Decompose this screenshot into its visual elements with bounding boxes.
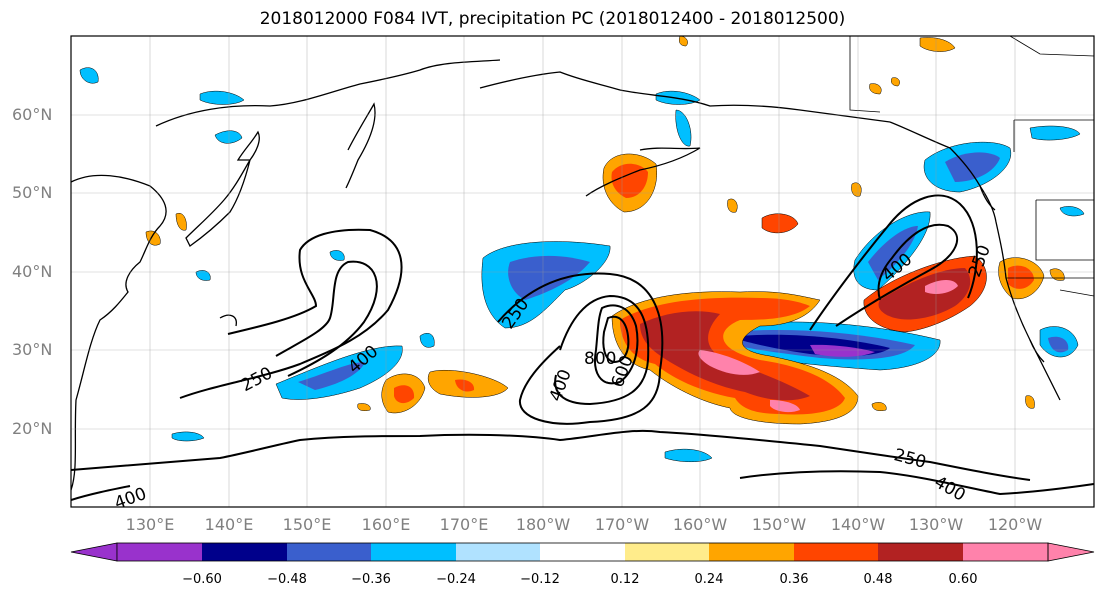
contour-east-250 <box>809 194 978 331</box>
lon-label: 120°W <box>987 515 1043 534</box>
colorbar-swatch <box>456 543 540 561</box>
colorbar <box>70 542 1095 562</box>
contour-central-800 <box>602 315 630 364</box>
lon-label: 180°W <box>515 515 571 534</box>
lat-label: 30°N <box>12 340 53 359</box>
colorbar-left-arrow <box>70 542 118 562</box>
colorbar-tick-label: 0.48 <box>863 572 893 587</box>
lon-label: 140°E <box>204 515 254 534</box>
borders <box>849 36 1094 297</box>
lat-label: 40°N <box>12 262 53 281</box>
colorbar-right-arrow <box>1047 542 1095 562</box>
colorbar-swatch <box>202 543 287 561</box>
contour-label-w250: 250 <box>238 363 276 396</box>
colorbar-tick-label: −0.12 <box>520 572 560 587</box>
colorbar-swatch <box>794 543 878 561</box>
contour-label-s400: 400 <box>931 472 969 506</box>
precipitation-shading <box>79 36 1085 462</box>
contour-southwest-400 <box>71 485 131 501</box>
lat-label: 60°N <box>12 105 53 124</box>
contour-west-400 <box>275 260 378 377</box>
contour-south-250 <box>71 429 1031 481</box>
lon-label: 130°E <box>125 515 175 534</box>
lon-label: 150°E <box>282 515 332 534</box>
lon-label: 130°W <box>908 515 964 534</box>
contour-label-c800: 800 <box>584 349 616 369</box>
colorbar-tick-label: −0.36 <box>351 572 391 587</box>
contour-central-250 <box>497 272 664 425</box>
lon-label: 140°W <box>830 515 886 534</box>
gridlines <box>71 36 1094 507</box>
colorbar-tick-label: 0.60 <box>948 572 978 587</box>
chart-title: 2018012000 F084 IVT, precipitation PC (2… <box>259 9 846 29</box>
colorbar-swatch <box>117 543 202 561</box>
colorbar-swatch <box>625 543 709 561</box>
contour-label-c400: 400 <box>546 367 576 404</box>
contour-south-400 <box>739 470 1094 496</box>
contour-central-400 <box>554 294 650 406</box>
colorbar-swatch <box>371 543 456 561</box>
ivt-contours <box>71 194 1094 501</box>
contour-east-400 <box>835 223 959 327</box>
colorbar-tick-label: −0.24 <box>436 572 476 587</box>
colorbar-tick-label: −0.60 <box>182 572 222 587</box>
lon-label: 150°W <box>751 515 807 534</box>
colorbar-tick-label: 0.36 <box>779 572 809 587</box>
contour-label-e250: 250 <box>965 242 995 279</box>
map-frame <box>70 35 1095 508</box>
contour-west-250 <box>179 228 403 399</box>
colorbar-tick-label: −0.48 <box>267 572 307 587</box>
colorbar-tick-label: 0.24 <box>694 572 724 587</box>
lat-label: 20°N <box>12 419 53 438</box>
colorbar-swatch <box>709 543 794 561</box>
lon-label: 170°W <box>594 515 650 534</box>
colorbar-swatch <box>287 543 371 561</box>
contour-label-s250: 250 <box>892 445 929 473</box>
colorbar-swatch <box>878 543 963 561</box>
colorbar-swatch <box>963 543 1048 561</box>
contour-central-600 <box>594 304 639 385</box>
lat-label: 50°N <box>12 183 53 202</box>
lon-label: 160°W <box>672 515 728 534</box>
colorbar-swatch <box>540 543 625 561</box>
lon-label: 170°E <box>439 515 489 534</box>
colorbar-tick-label: 0.12 <box>610 572 640 587</box>
lon-label: 160°E <box>361 515 411 534</box>
